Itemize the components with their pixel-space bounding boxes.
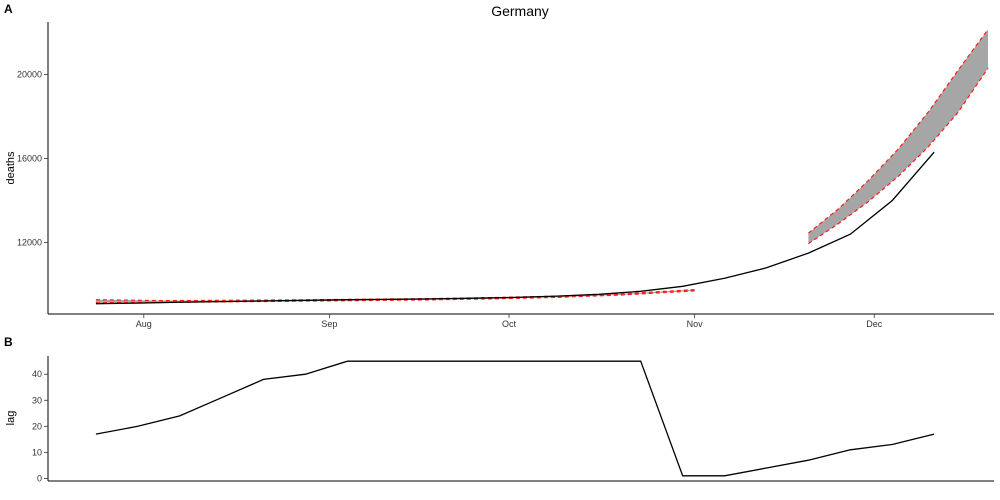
panel-b: B lag 0 10 20 30 40 [4,335,994,483]
forecast-upper-edge-2 [808,29,989,234]
observed-series [95,151,935,305]
y-tick-label-b: 30 [32,395,42,405]
x-tick-label-nov: Nov [687,319,704,329]
y-axis-title-lag: lag [5,411,17,426]
lag-line [95,360,935,477]
panel-b-tag: B [4,335,13,349]
y-tick-label-b: 0 [37,473,42,483]
y-tick-label-a: 20000 [17,70,42,80]
y-tick-label-a: 16000 [17,154,42,164]
forecast-ribbons [95,29,988,303]
observed-deaths-line [95,151,935,305]
y-tick-label-a: 12000 [17,238,42,248]
forecast-ribbon-2 [808,29,988,244]
forecast-ribbon-1 [95,289,695,303]
x-tick-label-dec: Dec [866,319,883,329]
y-axis-ticks-a: 12000 16000 20000 [17,70,48,248]
lag-series [95,360,935,477]
y-axis-title-deaths: deaths [5,151,17,185]
x-tick-label-sep: Sep [321,319,337,329]
panel-a-tag: A [4,2,13,16]
forecast-band-edges [95,29,989,304]
panel-a: A Germany deaths 12000 16000 20000 Aug Sep O… [4,2,994,329]
y-tick-label-b: 20 [32,421,42,431]
x-tick-label-oct: Oct [502,319,517,329]
y-tick-label-b: 10 [32,447,42,457]
y-tick-label-b: 40 [32,369,42,379]
y-axis-ticks-b: 0 10 20 30 40 [32,369,48,483]
forecast-lower-edge-2 [808,67,989,245]
x-axis-ticks-a: Aug Sep Oct Nov Dec [136,314,883,329]
chart-title: Germany [491,3,549,19]
x-tick-label-aug: Aug [136,319,152,329]
